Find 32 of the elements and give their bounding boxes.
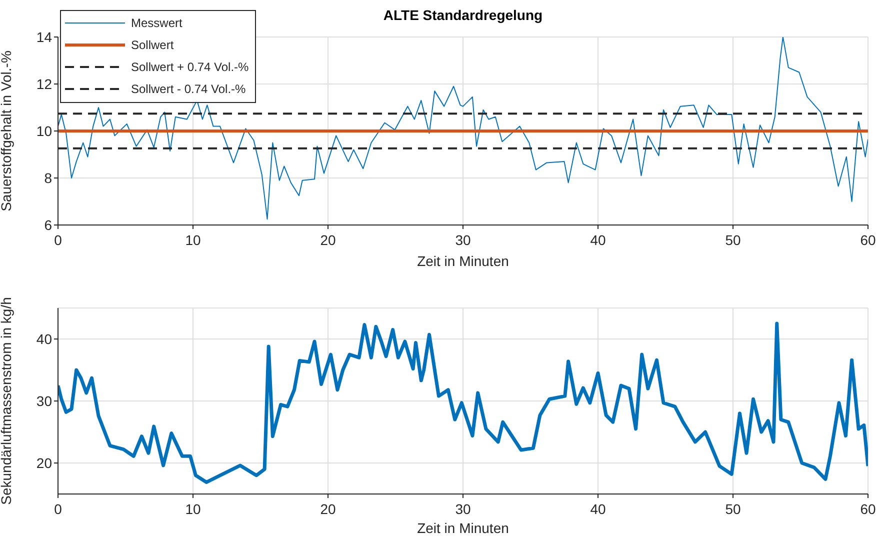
y-tick-label: 40 [36,330,52,347]
line-series [58,322,868,484]
y-tick-label: 12 [36,76,52,92]
x-tick-label: 10 [185,500,201,517]
x-tick-label: 10 [185,232,201,248]
x-axis-title: Zeit in Minuten [417,253,509,269]
x-tick-label: 50 [725,232,741,248]
y-tick-label: 6 [44,216,52,233]
y-tick-label: 14 [36,28,52,45]
x-tick-label: 60 [860,500,876,517]
x-tick-label: 30 [455,500,471,517]
y-tick-label: 8 [44,170,52,186]
y-tick-label: 30 [36,392,52,409]
x-tick-label: 30 [455,232,471,248]
y-tick-label: 20 [36,454,52,471]
chart-title: ALTE Standardregelung [383,7,543,23]
x-tick-label: 50 [725,500,741,517]
y-axis-title: Sauerstoffgehalt in Vol.-% [0,50,14,212]
x-tick-label: 0 [54,232,62,248]
x-tick-label: 20 [320,232,336,248]
x-tick-label: 0 [54,500,62,517]
legend-label: Sollwert [131,38,174,52]
y-tick-label: 10 [36,122,52,139]
x-tick-label: 20 [320,500,336,517]
legend-label: Sollwert - 0.74 Vol.-% [131,82,246,96]
x-axis-title: Zeit in Minuten [417,520,509,536]
legend-label: Sollwert + 0.74 Vol.-% [131,60,249,74]
y-axis-title: Sekundärluftmassenstrom in kg/h [0,297,14,505]
x-tick-label: 60 [860,232,876,248]
x-tick-label: 40 [590,500,606,517]
x-tick-label: 40 [590,232,606,248]
legend-label: Messwert [131,16,182,30]
